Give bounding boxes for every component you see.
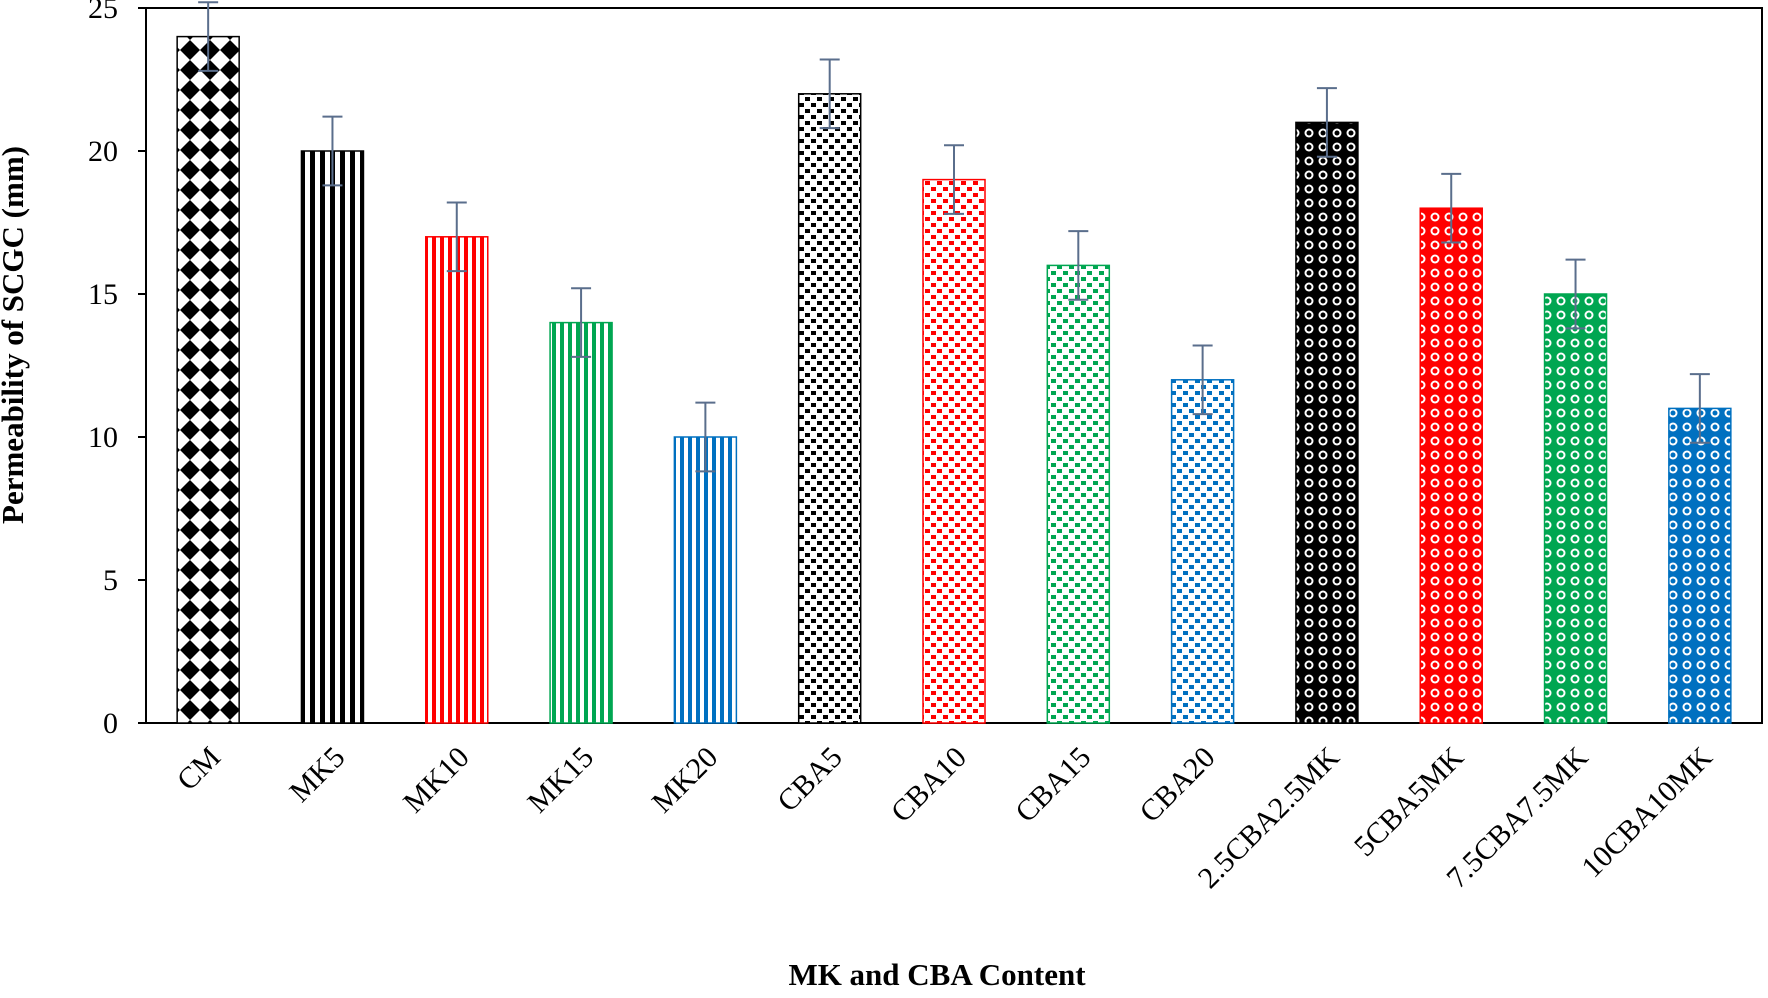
bar-cba10 (922, 178, 986, 724)
x-tick-label: MK5 (283, 741, 351, 809)
bar-10cba10mk (1668, 407, 1732, 724)
y-tick-label: 25 (88, 0, 118, 25)
bar-mk20 (673, 436, 738, 724)
x-tick-label: MK15 (521, 741, 600, 820)
y-tick-label: 20 (88, 135, 118, 168)
bar-mk10 (425, 236, 489, 724)
y-tick-label: 0 (103, 707, 118, 740)
y-axis-title: Permeability of SCGC (mm) (0, 146, 30, 524)
bar-cba5 (797, 93, 862, 724)
y-axis-ticks: 0 5 10 15 20 25 (88, 0, 146, 740)
x-tick-label: CBA15 (1009, 741, 1097, 829)
bar-5cba5mk (1419, 207, 1483, 724)
bar-cm (176, 35, 240, 724)
x-tick-label: MK20 (646, 741, 725, 820)
x-tick-label: CBA10 (885, 741, 973, 829)
bar-cba15 (1046, 264, 1111, 724)
bar-series (176, 35, 1732, 724)
y-tick-label: 15 (88, 278, 118, 311)
y-tick-label: 5 (103, 564, 118, 597)
bar-2-5cba2-5mk (1295, 121, 1359, 724)
error-bars (198, 1, 1710, 473)
y-tick-label: 10 (88, 421, 118, 454)
bar-7-5cba7-5mk (1543, 293, 1608, 724)
bar-mk5 (300, 150, 365, 724)
bar-cba20 (1170, 379, 1235, 724)
bar-mk15 (549, 321, 613, 724)
x-tick-label: CBA5 (771, 741, 849, 819)
x-axis-title: MK and CBA Content (788, 957, 1086, 992)
x-tick-label: CBA20 (1133, 741, 1221, 829)
x-tick-label: 10CBA10MK (1575, 740, 1719, 884)
x-tick-label: 5CBA5MK (1348, 740, 1471, 863)
x-tick-label: CM (171, 741, 227, 797)
x-tick-label: MK10 (397, 741, 476, 820)
x-axis-tick-labels: CM MK5 MK10 MK15 MK20 CBA5 CBA10 CBA15 CBA202.5C… (171, 740, 1719, 894)
